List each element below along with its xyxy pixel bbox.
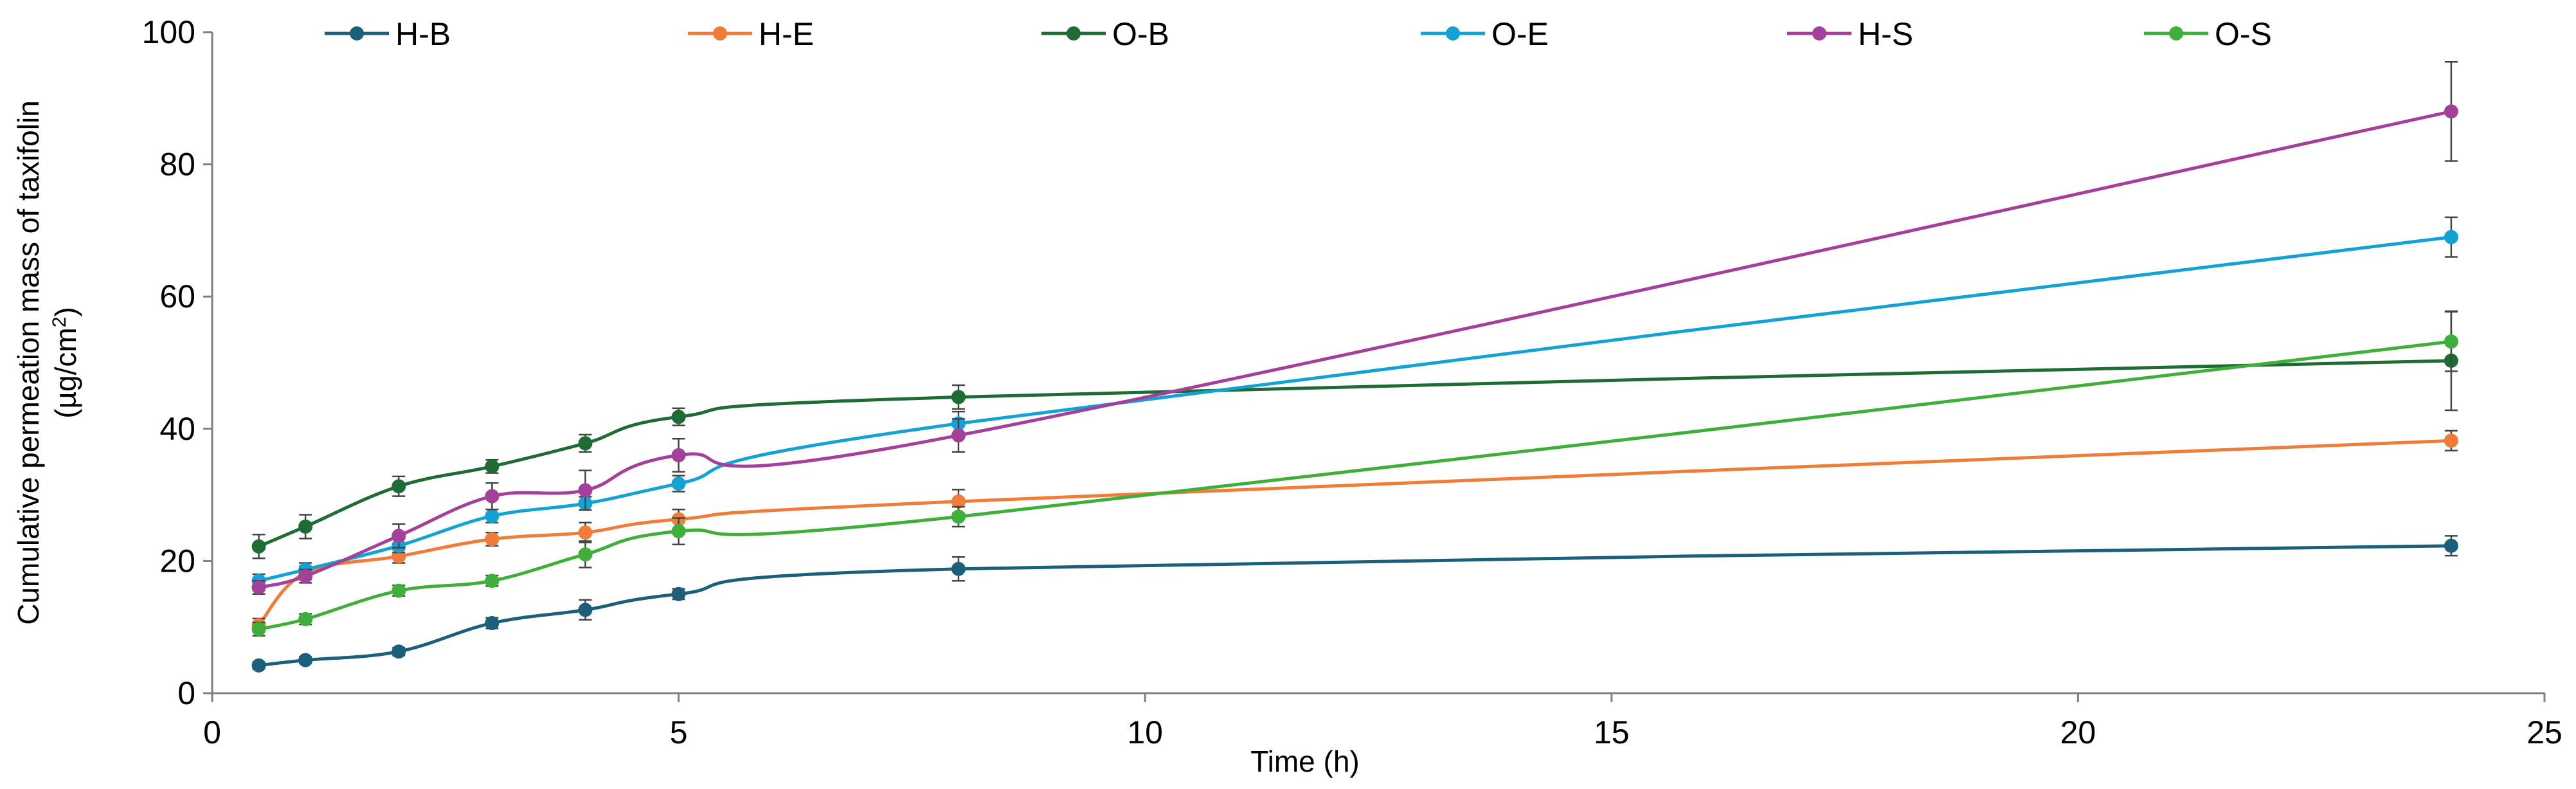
data-point [251, 539, 266, 554]
legend-label: O-S [2215, 16, 2272, 52]
series-line-h-s [258, 109, 2452, 589]
data-point [951, 428, 966, 443]
data-point [298, 612, 313, 626]
data-point [298, 653, 313, 667]
series-layer [251, 61, 2458, 673]
y-tick-label: 80 [159, 147, 195, 183]
legend-label: O-E [1491, 16, 1549, 52]
legend-swatch-marker [1812, 26, 1826, 41]
legend-label: H-S [1858, 16, 1913, 52]
data-point [251, 580, 266, 595]
x-tick-label: 25 [2526, 714, 2562, 750]
x-tick-label: 10 [1127, 714, 1163, 750]
data-point [578, 603, 593, 617]
data-point [951, 494, 966, 509]
legend-swatch-marker [713, 26, 727, 41]
legend-swatch-marker [1446, 26, 1460, 41]
legend-item-h-b: H-B [325, 16, 451, 52]
x-ticks: 0 5 10 15 20 25 [203, 693, 2562, 750]
data-point [392, 529, 406, 543]
data-point [251, 622, 266, 637]
data-point [2444, 230, 2458, 244]
data-point [951, 561, 966, 576]
data-point [2444, 334, 2458, 349]
data-point [392, 479, 406, 494]
data-point [578, 436, 593, 451]
legend-swatch-marker [2169, 26, 2183, 41]
data-point [578, 483, 593, 498]
series-h-s [251, 61, 2458, 595]
y-tick-label: 20 [159, 543, 195, 579]
legend-swatch-marker [350, 26, 364, 41]
legend-item-h-s: H-S [1787, 16, 1913, 52]
y-tick-label: 100 [142, 14, 195, 50]
data-point [485, 574, 500, 588]
data-point [671, 448, 686, 462]
series-h-b [251, 535, 2458, 673]
x-axis-title: Time (h) [1250, 745, 1360, 778]
x-tick-label: 0 [203, 714, 221, 750]
data-point [951, 509, 966, 524]
data-point [2444, 538, 2458, 553]
y-tick-label: 60 [159, 278, 195, 314]
data-point [298, 569, 313, 584]
legend-label: O-B [1112, 16, 1169, 52]
data-point [485, 616, 500, 631]
x-tick-label: 5 [670, 714, 688, 750]
data-point [671, 476, 686, 491]
data-point [251, 658, 266, 673]
axes [211, 32, 2544, 694]
data-point [485, 459, 500, 474]
y-axis-title-line1: Cumulative permeation mass of taxifolin [12, 100, 45, 625]
x-tick-label: 20 [2060, 714, 2096, 750]
y-axis-title-line2: (µg/cm2) [49, 307, 83, 419]
data-point [485, 532, 500, 547]
data-point [2444, 433, 2458, 448]
data-point [392, 644, 406, 659]
legend-item-o-b: O-B [1041, 16, 1169, 52]
data-point [485, 489, 500, 503]
x-tick-label: 15 [1594, 714, 1630, 750]
series-line-h-e [257, 439, 2452, 626]
legend-item-o-e: O-E [1421, 16, 1549, 52]
y-tick-label: 0 [177, 675, 195, 711]
y-axis-title: Cumulative permeation mass of taxifolin … [12, 100, 82, 625]
data-point [578, 547, 593, 562]
y-axis-unit-prefix: (µg/cm [49, 327, 82, 419]
data-point [951, 390, 966, 404]
data-point [578, 525, 593, 540]
legend: H-B H-E O-B O-E H-S O-S [325, 16, 2272, 52]
legend-item-h-e: H-E [688, 16, 814, 52]
data-point [2444, 104, 2458, 119]
y-axis-unit-superscript: 2 [49, 317, 70, 328]
y-ticks: 0 20 40 60 80 100 [142, 14, 212, 711]
data-point [485, 509, 500, 523]
data-point [671, 586, 686, 601]
legend-item-o-s: O-S [2144, 16, 2272, 52]
y-axis-unit-suffix: ) [49, 307, 82, 316]
y-tick-label: 40 [159, 411, 195, 447]
legend-label: H-E [759, 16, 814, 52]
data-point [392, 583, 406, 598]
series-h-e [251, 430, 2458, 633]
series-o-s [251, 311, 2458, 637]
series-o-b [251, 310, 2458, 559]
data-point [671, 410, 686, 424]
data-point [298, 519, 313, 534]
legend-swatch-marker [1067, 26, 1081, 41]
legend-label: H-B [395, 16, 451, 52]
data-point [671, 524, 686, 539]
